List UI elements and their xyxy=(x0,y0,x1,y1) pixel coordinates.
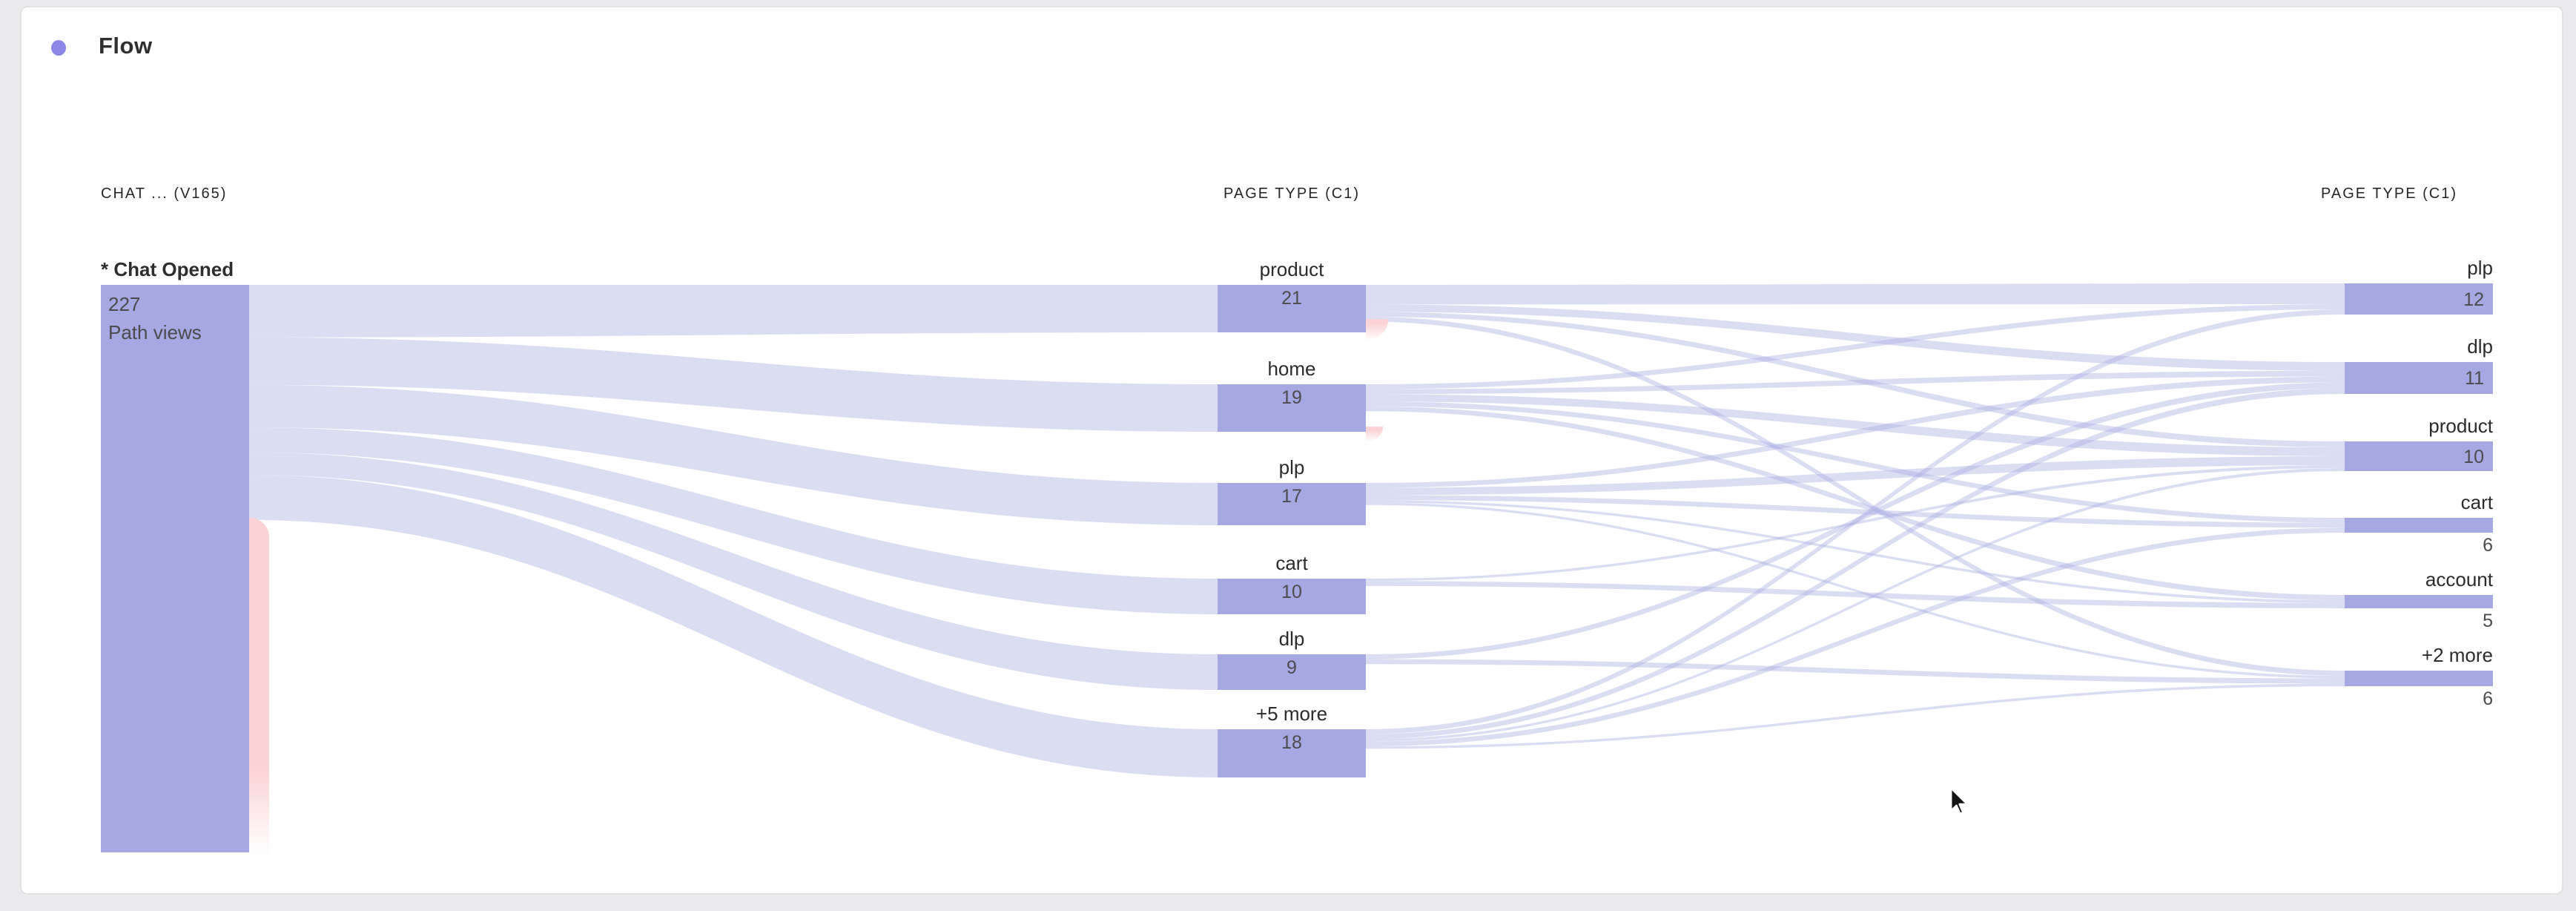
node-label--2-more[interactable]: +2 more xyxy=(2421,644,2493,666)
node-value-dlp: 9 xyxy=(1287,657,1297,678)
flow-ribbon[interactable] xyxy=(1366,500,2345,603)
node-value-cart: 6 xyxy=(2483,535,2493,556)
panel-title: Flow xyxy=(99,33,153,59)
node-label-cart[interactable]: cart xyxy=(1275,552,1308,574)
flow-ribbon[interactable] xyxy=(249,285,1218,338)
node-value-product: 10 xyxy=(2463,446,2484,467)
node-label-cart[interactable]: cart xyxy=(2460,491,2493,513)
flow-ribbon[interactable] xyxy=(1366,581,2345,608)
node-chat-opened-metric: 227 Path views xyxy=(108,291,202,346)
flow-ribbon[interactable] xyxy=(1366,304,2345,389)
flow-ribbon[interactable] xyxy=(1366,283,2345,305)
node-dlp[interactable] xyxy=(1218,654,1366,690)
flow-ribbon[interactable] xyxy=(1366,382,2345,660)
exit-ribbon-chat-opened[interactable] xyxy=(249,518,269,863)
node-value-cart: 10 xyxy=(1281,582,1302,602)
node--2-more[interactable] xyxy=(2345,671,2493,686)
column-header-chat-dimension[interactable]: CHAT ... (V165) xyxy=(101,185,228,202)
node-label-account[interactable]: account xyxy=(2425,568,2493,591)
node-value-home: 19 xyxy=(1281,387,1302,408)
node-value--5-more: 18 xyxy=(1281,732,1302,753)
node-chat-opened-value: 227 xyxy=(108,293,141,315)
mouse-cursor-icon xyxy=(1949,786,1969,815)
node-label-dlp[interactable]: dlp xyxy=(1278,628,1305,650)
flow-ribbon[interactable] xyxy=(249,337,1218,432)
node-label-product[interactable]: product xyxy=(2428,415,2493,437)
node-product[interactable] xyxy=(2345,441,2493,471)
node-cart[interactable] xyxy=(2345,518,2493,533)
exit-mark-home[interactable] xyxy=(1366,427,1383,441)
flow-ribbon[interactable] xyxy=(1366,316,2345,676)
flow-ribbon[interactable] xyxy=(1366,376,2345,488)
node-home[interactable] xyxy=(1218,384,1366,432)
flow-panel: Flow CHAT ... (V165) PAGE TYPE (C1) PAGE… xyxy=(20,6,2563,895)
flow-ribbon[interactable] xyxy=(1366,309,2345,734)
panel-header: Flow xyxy=(22,7,2562,74)
flow-ribbon[interactable] xyxy=(1366,456,2345,496)
flow-ribbon[interactable] xyxy=(1366,370,2345,395)
flow-ribbon[interactable] xyxy=(249,384,1218,525)
flow-ribbon[interactable] xyxy=(1366,495,2345,528)
flow-ribbon[interactable] xyxy=(1366,388,2345,740)
flow-ribbon[interactable] xyxy=(249,475,1218,777)
node-dlp[interactable] xyxy=(2345,362,2493,394)
flow-ribbon[interactable] xyxy=(1366,312,2345,447)
flow-ribbon[interactable] xyxy=(1366,304,2345,371)
node-plp[interactable] xyxy=(2345,283,2493,315)
node-chat-opened[interactable]: 227 Path views xyxy=(101,285,249,852)
flow-ribbon[interactable] xyxy=(1366,659,2345,684)
node-value-plp: 12 xyxy=(2463,289,2484,310)
node-value-account: 5 xyxy=(2483,611,2493,631)
node-label-home[interactable]: home xyxy=(1267,358,1316,380)
flow-ribbon[interactable] xyxy=(1366,683,2345,749)
node-account[interactable] xyxy=(2345,595,2493,608)
node-value--2-more: 6 xyxy=(2483,688,2493,709)
node-value-product: 21 xyxy=(1281,288,1302,309)
node-label-plp[interactable]: plp xyxy=(1278,456,1305,478)
node-label-dlp[interactable]: dlp xyxy=(2467,335,2493,358)
flow-ribbon[interactable] xyxy=(1366,468,2345,742)
column-header-page-type-mid[interactable]: PAGE TYPE (C1) xyxy=(1223,185,1360,202)
node-label-chat-opened[interactable]: * Chat Opened xyxy=(101,258,234,280)
node-plp[interactable] xyxy=(1218,483,1366,525)
node-label-product[interactable]: product xyxy=(1259,258,1324,280)
node-product[interactable] xyxy=(1218,285,1366,332)
node-chat-opened-unit: Path views xyxy=(108,320,202,343)
flow-ribbon[interactable] xyxy=(249,427,1218,614)
node-label--5-more[interactable]: +5 more xyxy=(1255,703,1328,725)
panel-accent-dot-icon xyxy=(51,40,66,56)
node--5-more[interactable] xyxy=(1218,729,1366,777)
flow-ribbon[interactable] xyxy=(1366,527,2345,747)
exit-mark-product[interactable] xyxy=(1366,319,1388,340)
flow-ribbon[interactable] xyxy=(1366,401,2345,523)
node-value-dlp: 11 xyxy=(2465,368,2484,389)
node-label-plp[interactable]: plp xyxy=(2467,257,2493,279)
flow-ribbon[interactable] xyxy=(249,452,1218,690)
node-cart[interactable] xyxy=(1218,579,1366,614)
flow-ribbon[interactable] xyxy=(1366,502,2345,679)
node-value-plp: 17 xyxy=(1281,486,1302,507)
column-header-page-type-right[interactable]: PAGE TYPE (C1) xyxy=(2321,185,2457,202)
flow-ribbon[interactable] xyxy=(1366,406,2345,601)
flow-ribbon[interactable] xyxy=(1366,465,2345,582)
flow-ribbon[interactable] xyxy=(1366,394,2345,456)
